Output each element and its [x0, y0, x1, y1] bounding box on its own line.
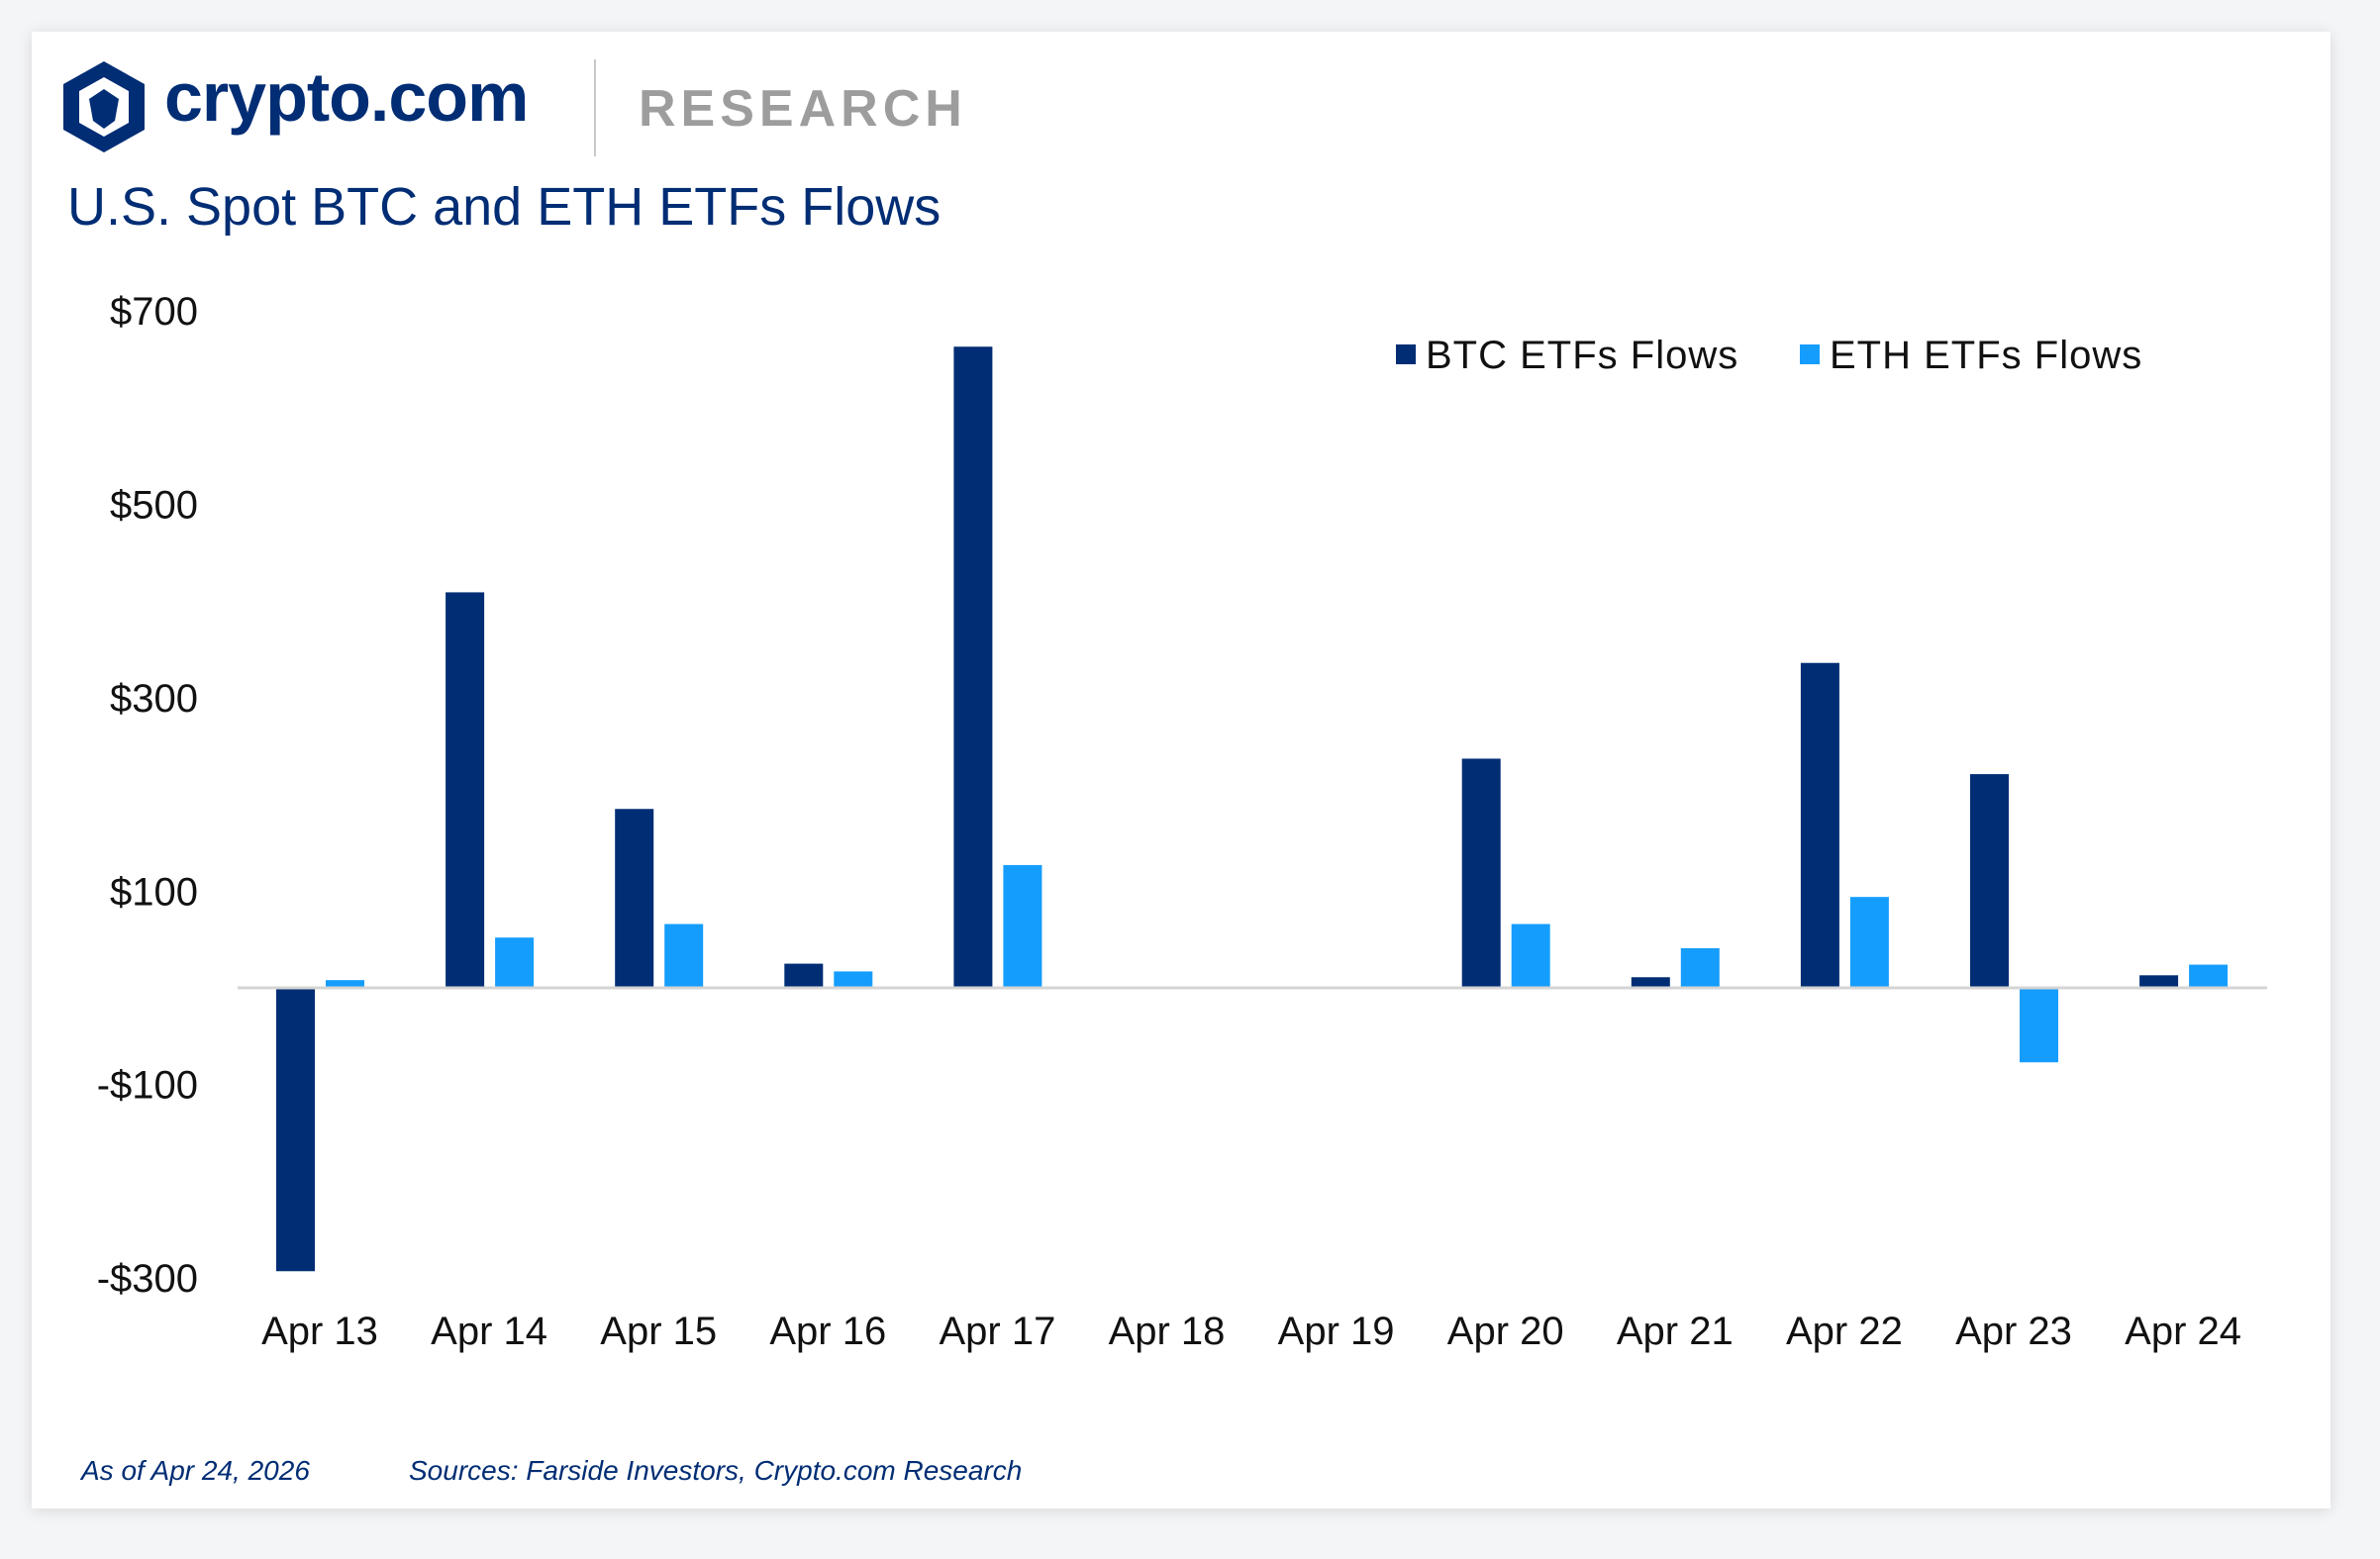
x-tick-label: Apr 13: [261, 1310, 378, 1353]
eth-bar: [1003, 864, 1042, 988]
legend-label-eth: ETH ETFs Flows: [1830, 334, 2142, 377]
eth-bar: [1849, 897, 1889, 988]
btc-bar: [2139, 975, 2179, 988]
eth-bar: [2020, 988, 2058, 1063]
x-tick-label: Apr 16: [769, 1310, 886, 1353]
x-tick-label: Apr 22: [1786, 1310, 1903, 1353]
x-tick-label: Apr 20: [1447, 1310, 1564, 1353]
as-of-note: As of Apr 24, 2026: [81, 1455, 310, 1486]
btc-bar: [615, 809, 654, 988]
eth-bar: [495, 937, 535, 988]
eth-bar: [1680, 947, 1720, 988]
legend-swatch-eth: [1800, 344, 1820, 364]
legend-label-btc: BTC ETFs Flows: [1426, 334, 1738, 377]
y-tick-label: $300: [110, 677, 198, 721]
btc-bar: [1970, 774, 2009, 988]
y-tick-label: $100: [110, 870, 198, 914]
btc-bar: [784, 963, 824, 988]
x-tick-label: Apr 21: [1617, 1310, 1734, 1353]
x-tick-label: Apr 24: [2125, 1310, 2241, 1353]
y-tick-label: $500: [110, 484, 198, 528]
x-tick-label: Apr 15: [600, 1310, 717, 1353]
y-tick-label: -$100: [97, 1064, 198, 1108]
btc-bar: [1800, 662, 1839, 988]
section-label: RESEARCH: [639, 80, 967, 138]
chart-card: [32, 32, 2330, 1509]
chart-title: U.S. Spot BTC and ETH ETFs Flows: [67, 177, 942, 237]
brand-name: crypto.com: [164, 58, 529, 136]
eth-bar: [1511, 924, 1550, 988]
sources-note: Sources: Farside Investors, Crypto.com R…: [409, 1455, 1023, 1486]
eth-bar: [2189, 964, 2229, 988]
header-divider: [594, 59, 596, 156]
x-tick-label: Apr 23: [1955, 1310, 2072, 1353]
x-tick-label: Apr 19: [1278, 1310, 1395, 1353]
x-tick-label: Apr 17: [939, 1310, 1055, 1353]
btc-bar: [953, 346, 993, 988]
btc-bar: [446, 592, 485, 988]
x-tick-label: Apr 18: [1109, 1310, 1226, 1353]
eth-bar: [326, 980, 364, 988]
eth-bar: [664, 924, 704, 988]
legend-swatch-btc: [1396, 344, 1416, 364]
btc-bar: [1461, 758, 1501, 988]
btc-bar: [276, 988, 315, 1272]
x-tick-label: Apr 14: [431, 1310, 547, 1353]
btc-bar: [1631, 977, 1670, 988]
crypto-com-logo-icon: [63, 61, 145, 152]
y-tick-label: $700: [110, 290, 198, 334]
y-tick-label: -$300: [97, 1257, 198, 1301]
eth-bar: [834, 971, 873, 988]
